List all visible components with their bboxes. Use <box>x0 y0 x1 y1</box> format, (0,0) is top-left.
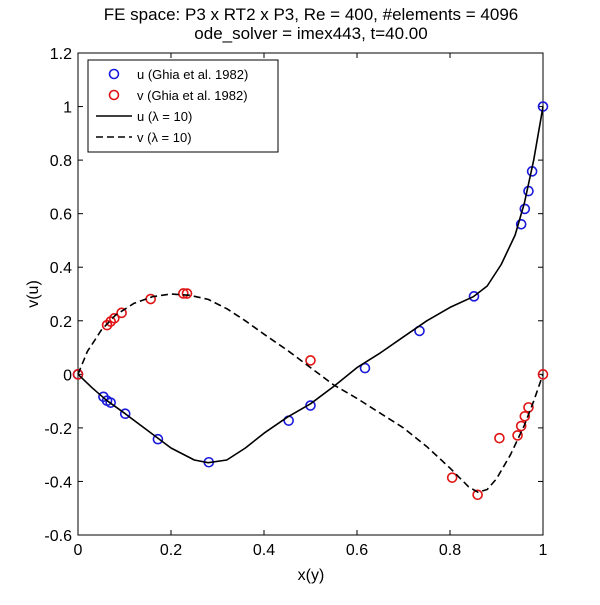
x-tick-label: 0.4 <box>253 542 275 559</box>
series-2 <box>77 106 544 464</box>
legend-entry: v (λ = 10) <box>137 130 192 145</box>
data-point <box>152 433 164 445</box>
y-tick-label: 0.4 <box>50 260 72 277</box>
chart-subtitle: ode_solver = imex443, t=40.00 <box>194 24 427 43</box>
data-point <box>515 218 527 230</box>
data-point <box>116 307 127 319</box>
data-point <box>359 362 371 374</box>
series-layer <box>72 101 549 501</box>
legend-entry: u (λ = 10) <box>137 109 192 124</box>
legend: u (Ghia et al. 1982) v (Ghia et al. 1982)… <box>87 59 279 153</box>
y-tick-label: -0.4 <box>44 474 72 491</box>
axis-ticks: 0 0.2 0.4 0.6 0.8 1 -0.6 -0.4 -0.2 0 0.2 0.4 0.6 0.8 1… <box>44 46 547 559</box>
y-tick-label: 0.2 <box>50 314 72 331</box>
data-point <box>101 319 113 331</box>
data-point <box>72 369 84 380</box>
x-tick-label: 0.2 <box>160 542 182 559</box>
data-point <box>523 402 534 413</box>
data-point <box>494 432 505 444</box>
chart-title: FE space: P3 x RT2 x P3, Re = 400, #elem… <box>104 5 519 24</box>
data-point <box>178 288 189 299</box>
series-1 <box>72 288 549 501</box>
x-tick-label: 0 <box>74 542 83 559</box>
y-tick-label: -0.2 <box>44 421 72 438</box>
data-point <box>472 489 483 501</box>
x-tick-label: 0.8 <box>439 542 461 559</box>
data-point <box>109 313 120 324</box>
y-axis-label: v(u) <box>25 280 42 308</box>
data-point <box>305 355 316 366</box>
series-line <box>77 293 544 494</box>
y-tick-label: 0.6 <box>50 207 72 224</box>
data-point <box>119 408 131 420</box>
data-point <box>181 288 193 299</box>
x-tick-label: 1 <box>539 542 548 559</box>
x-axis-label: x(y) <box>298 567 325 584</box>
y-tick-label: 1 <box>63 100 72 117</box>
x-tick-label: 0.6 <box>346 542 368 559</box>
legend-entry: v (Ghia et al. 1982) <box>137 88 248 103</box>
data-point <box>512 430 523 441</box>
data-point <box>515 420 527 432</box>
data-point <box>468 291 480 302</box>
data-point <box>519 410 531 422</box>
series-line <box>77 106 544 464</box>
y-tick-label: 1.2 <box>50 46 72 63</box>
data-point <box>537 369 549 380</box>
legend-marker <box>108 68 120 80</box>
y-tick-label: -0.6 <box>44 528 72 545</box>
y-tick-label: 0.8 <box>50 153 72 170</box>
data-point <box>105 397 116 408</box>
data-point <box>446 472 458 483</box>
legend-marker <box>108 89 120 101</box>
series-3 <box>77 293 544 494</box>
y-tick-label: 0 <box>63 367 72 384</box>
legend-entry: u (Ghia et al. 1982) <box>137 67 248 82</box>
